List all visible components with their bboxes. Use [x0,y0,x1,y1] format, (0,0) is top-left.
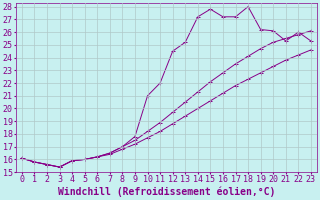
X-axis label: Windchill (Refroidissement éolien,°C): Windchill (Refroidissement éolien,°C) [58,187,275,197]
